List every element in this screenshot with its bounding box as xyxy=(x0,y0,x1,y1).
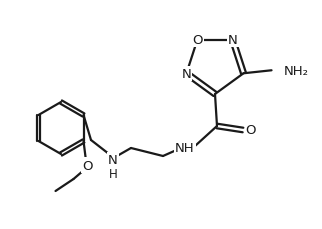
Text: N: N xyxy=(182,68,191,80)
Text: O: O xyxy=(246,124,256,137)
Text: NH: NH xyxy=(175,142,195,155)
Text: O: O xyxy=(82,159,93,172)
Text: O: O xyxy=(192,34,203,47)
Text: N: N xyxy=(228,34,238,47)
Text: H: H xyxy=(109,168,118,181)
Text: NH₂: NH₂ xyxy=(284,65,308,77)
Text: N: N xyxy=(108,154,118,167)
